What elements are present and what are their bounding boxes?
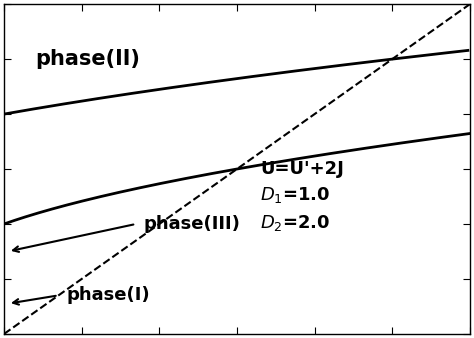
- Text: phase(I): phase(I): [66, 286, 150, 305]
- Text: U=U'+2J
$D_1$=1.0
$D_2$=2.0: U=U'+2J $D_1$=1.0 $D_2$=2.0: [260, 160, 344, 233]
- Text: phase(II): phase(II): [35, 49, 140, 69]
- Text: phase(III): phase(III): [144, 215, 241, 233]
